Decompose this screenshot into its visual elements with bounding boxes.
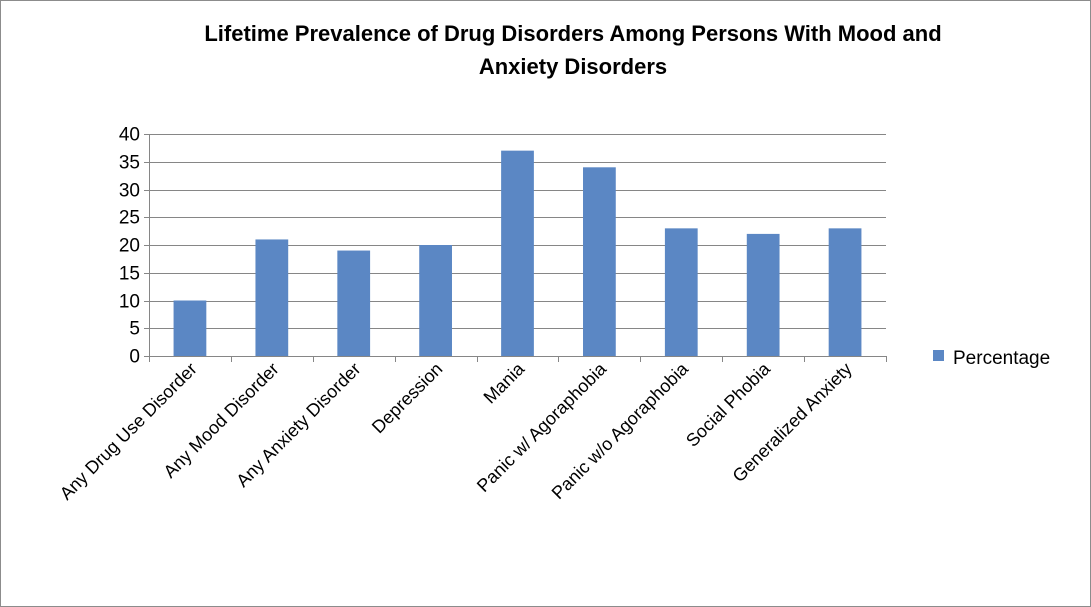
y-tick-label-10: 10 xyxy=(119,292,140,313)
y-tick-label-20: 20 xyxy=(119,236,140,257)
y-tick-label-30: 30 xyxy=(119,181,140,202)
chart-title-line-1: Lifetime Prevalence of Drug Disorders Am… xyxy=(204,21,941,46)
y-tick-label-25: 25 xyxy=(119,208,140,229)
bar-depression xyxy=(419,245,452,356)
bars xyxy=(173,150,862,356)
bar-any-drug-use-disorder xyxy=(173,300,207,356)
y-tick-label-5: 5 xyxy=(129,319,140,340)
y-axis-ticks: 0 5 10 15 20 25 30 35 40 xyxy=(119,125,149,368)
y-tick-label-15: 15 xyxy=(119,264,140,285)
y-tick-label-0: 0 xyxy=(129,347,140,368)
x-category-label-panic-w-o-agoraphobia: Panic w/o Agoraphobia xyxy=(548,358,693,503)
y-tick-label-40: 40 xyxy=(119,125,140,146)
chart-title-line-2: Anxiety Disorders xyxy=(479,54,667,79)
bar-panic-w-agoraphobia xyxy=(583,167,616,356)
bar-mania xyxy=(501,150,534,356)
bar-generalized-anxiety xyxy=(828,228,862,356)
bar-any-anxiety-disorder xyxy=(337,250,371,356)
x-category-label-any-drug-use-disorder: Any Drug Use Disorder xyxy=(56,359,201,504)
x-category-label-social-phobia: Social Phobia xyxy=(682,358,775,451)
axes xyxy=(149,134,887,362)
x-category-label-depression: Depression xyxy=(368,359,447,438)
legend: Percentage xyxy=(933,348,1050,369)
bar-any-mood-disorder xyxy=(255,239,289,356)
bar-social-phobia xyxy=(746,233,780,356)
legend-swatch-percentage xyxy=(933,350,944,361)
y-tick-label-35: 35 xyxy=(119,153,140,174)
legend-label-percentage: Percentage xyxy=(953,348,1050,369)
x-category-label-mania: Mania xyxy=(480,358,530,408)
bar-panic-w-o-agoraphobia xyxy=(664,228,698,356)
